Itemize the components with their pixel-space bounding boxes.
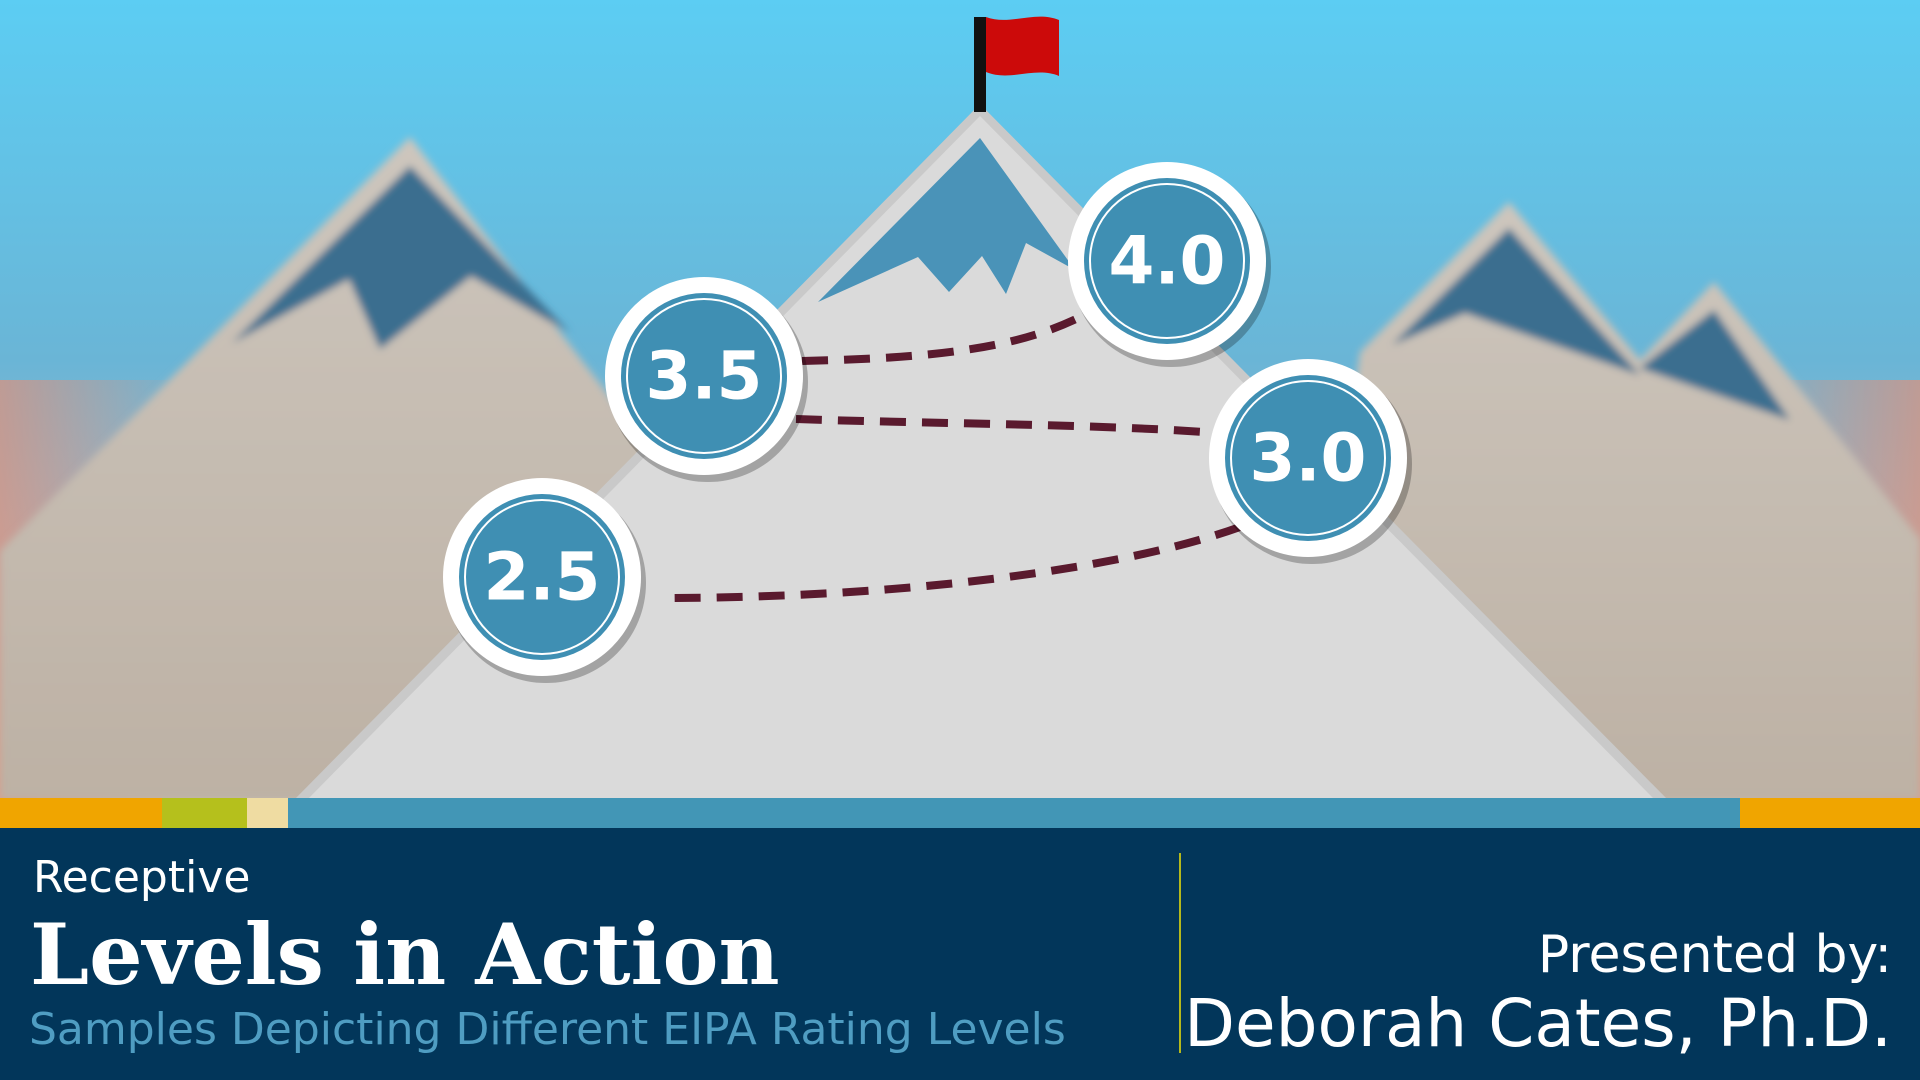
badge-face	[459, 494, 625, 660]
badge-inner-ring	[1089, 183, 1245, 339]
flag	[974, 16, 1059, 112]
badge-inner-ring	[464, 499, 620, 655]
level-badge: 2.5	[443, 478, 646, 683]
level-badge: 3.0	[1209, 359, 1412, 564]
stripe	[0, 798, 1920, 828]
level-label: 2.5	[484, 539, 601, 616]
level-badge: 4.0	[1068, 162, 1271, 367]
badge-face	[1225, 375, 1391, 541]
level-label: 3.5	[646, 338, 763, 415]
badge-face	[1084, 178, 1250, 344]
levels: 4.0 3.5 3.0 2.5	[443, 162, 1412, 683]
presenter-name: Deborah Cates, Ph.D.	[1184, 985, 1892, 1062]
trail	[658, 308, 1242, 602]
eyebrow: Receptive	[33, 852, 250, 903]
badge-inner-ring	[1230, 380, 1386, 536]
subtitle: Samples Depicting Different EIPA Rating …	[29, 1004, 1066, 1055]
footer-panel	[0, 828, 1920, 1080]
level-label: 3.0	[1250, 420, 1367, 497]
presenter-label: Presented by:	[1538, 925, 1892, 985]
badge-face	[621, 293, 787, 459]
level-badge: 3.5	[605, 277, 808, 482]
badge-inner-ring	[626, 298, 782, 454]
center-mountain	[294, 104, 1668, 800]
title: Levels in Action	[30, 905, 780, 1004]
level-label: 4.0	[1109, 223, 1226, 300]
